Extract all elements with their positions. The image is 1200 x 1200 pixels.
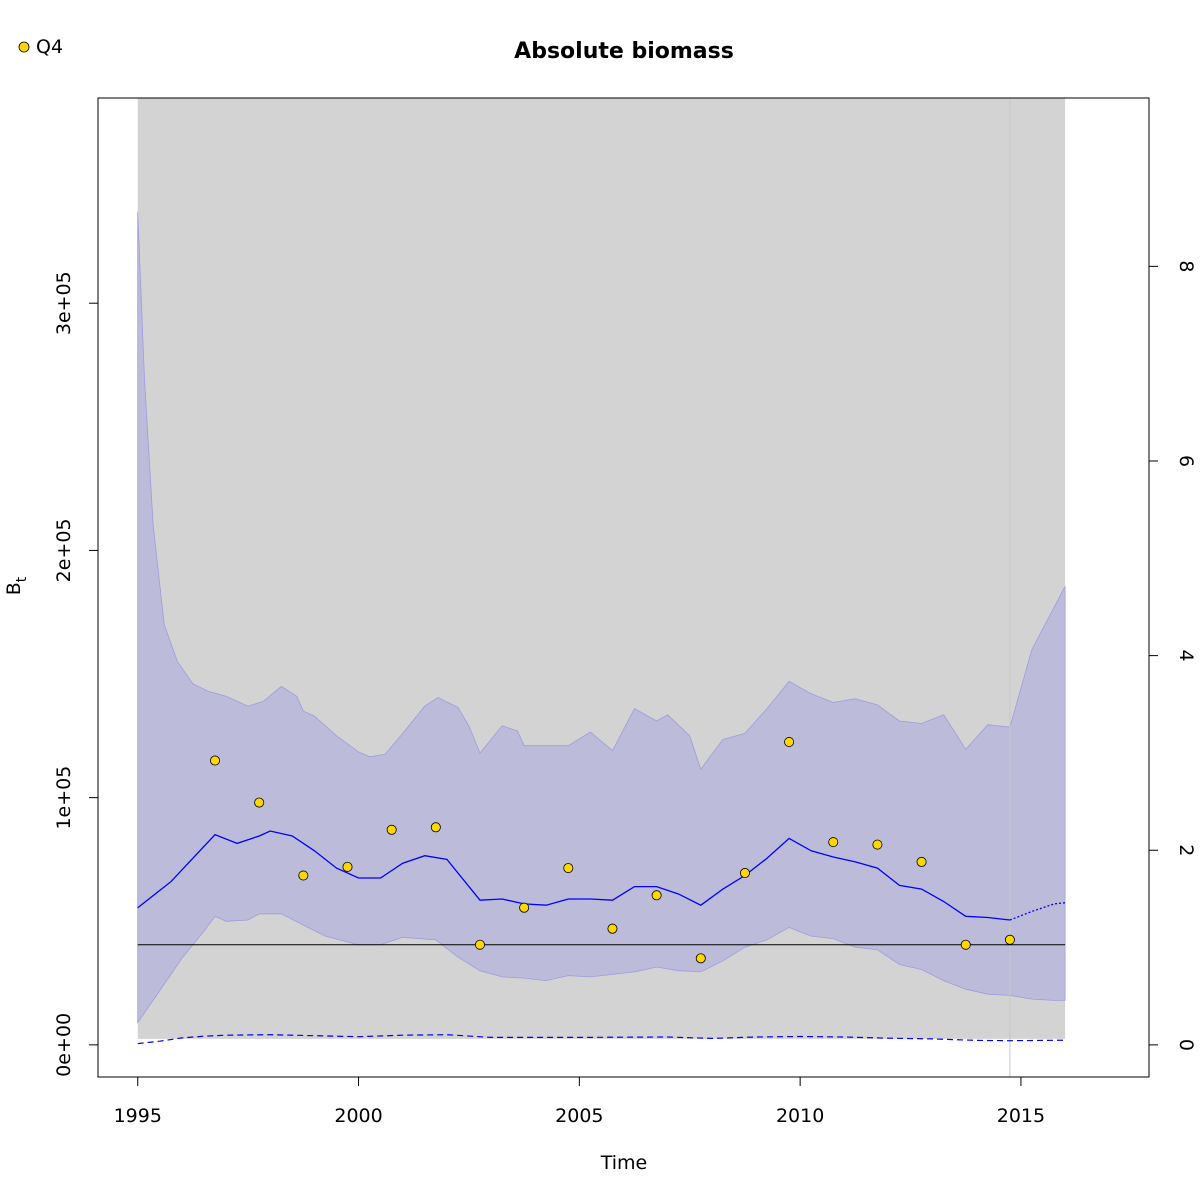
confidence-band-layer [137,211,1066,1024]
q4-point [474,939,485,950]
y2-tick-label: 6 [1175,455,1197,467]
y-tick-label: 3e+05 [53,271,75,335]
y2-tick-label: 8 [1175,260,1197,272]
q4-point [916,856,927,867]
y2-tick-label: 4 [1175,650,1197,662]
q4-point [210,755,221,766]
legend-label-q4: Q4 [36,36,63,58]
q4-point [563,863,574,874]
y2-tick-label: 2 [1175,844,1197,856]
y-tick-label: 2e+05 [53,518,75,582]
q4-point [254,797,265,808]
confidence-band [137,211,1066,1024]
x-tick-label: 2015 [997,1105,1045,1127]
y-tick-label: 0e+00 [53,1013,75,1077]
q4-point [784,737,795,748]
legend-marker-q4 [18,41,30,53]
biomass-estimate-line [137,830,1010,921]
y-axis-label-subscript: t [14,576,30,582]
q4-point [872,839,883,850]
svg-text:Bt: Bt [3,576,30,595]
series-lines-layer [137,98,1066,1077]
q4-point [651,890,662,901]
q4-point [430,822,441,833]
x-tick-label: 2005 [555,1105,603,1127]
x-tick-label: 2000 [334,1105,382,1127]
q4-point [960,939,971,950]
q4-point [1004,934,1015,945]
q4-point [739,868,750,879]
q4-points-layer [210,737,1015,964]
y-axis-label-main: B [3,582,25,595]
q4-point [828,837,839,848]
q4-point [695,953,706,964]
legend: Q4 [18,36,63,58]
y-tick-label: 1e+05 [53,766,75,830]
q4-point [386,824,397,835]
x-tick-label: 1995 [114,1105,162,1127]
q4-point [607,923,618,934]
q4-point [298,870,309,881]
secondary-dashed-line [137,1034,1066,1045]
biomass-forecast-line [1009,902,1066,921]
q4-point [342,861,353,872]
chart-title: Absolute biomass [514,39,734,64]
x-tick-label: 2010 [776,1105,824,1127]
y2-tick-label: 0 [1175,1039,1197,1051]
x-axis-label: Time [600,1152,648,1174]
axes-layer: 1995 2000 2005 2010 2015 0e+00 1e+05 2e+05 3e+05… [53,260,1197,1127]
q4-point [519,902,530,913]
y-axis-label: Bt [3,576,30,595]
